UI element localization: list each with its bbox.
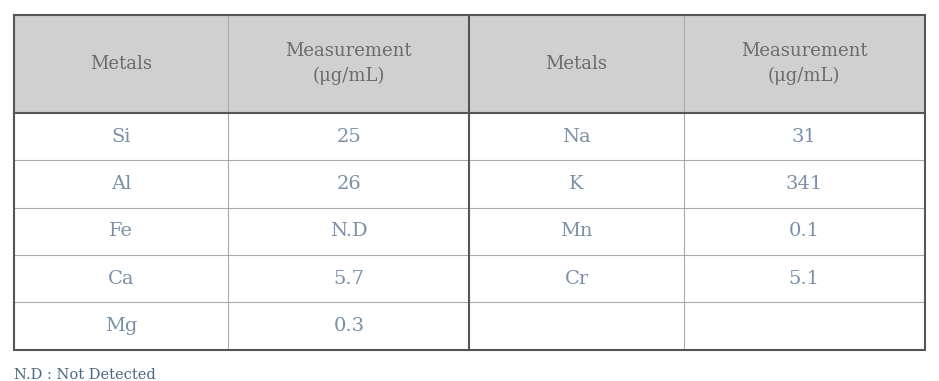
Bar [684,113,925,160]
Bar [14,113,228,160]
Bar [470,208,684,255]
Bar [470,255,684,302]
Text: Measurement
(μg/mL): Measurement (μg/mL) [285,42,412,85]
Text: Mg: Mg [105,317,137,335]
Bar [470,113,684,160]
Text: Cr: Cr [564,269,589,288]
Text: 31: 31 [792,128,817,146]
Text: 5.7: 5.7 [333,269,364,288]
Bar [228,302,470,349]
Bar [14,14,228,113]
Bar [228,14,470,113]
Text: Ca: Ca [108,269,134,288]
Bar [14,208,228,255]
Bar [684,302,925,349]
Bar [684,14,925,113]
Text: Fe: Fe [109,222,133,240]
Text: Al: Al [111,175,131,193]
Text: 25: 25 [336,128,362,146]
Bar [14,302,228,349]
Text: Measurement
(μg/mL): Measurement (μg/mL) [741,42,868,85]
Text: Mn: Mn [561,222,593,240]
Text: Metals: Metals [546,55,608,73]
Text: K: K [569,175,584,193]
Bar [470,160,684,208]
Text: 0.3: 0.3 [333,317,364,335]
Bar [228,160,470,208]
Text: Metals: Metals [90,55,152,73]
Bar [14,255,228,302]
Bar [470,14,684,113]
Text: N.D : Not Detected: N.D : Not Detected [14,368,156,381]
Bar [470,302,684,349]
Text: Si: Si [112,128,131,146]
Bar [228,208,470,255]
Bar [228,255,470,302]
Text: 5.1: 5.1 [789,269,820,288]
Text: 26: 26 [336,175,362,193]
Bar [684,255,925,302]
Text: N.D: N.D [330,222,368,240]
Text: 0.1: 0.1 [789,222,820,240]
Bar [684,160,925,208]
Bar [228,113,470,160]
Bar [14,160,228,208]
Text: Na: Na [562,128,591,146]
Text: 341: 341 [786,175,823,193]
Bar [684,208,925,255]
